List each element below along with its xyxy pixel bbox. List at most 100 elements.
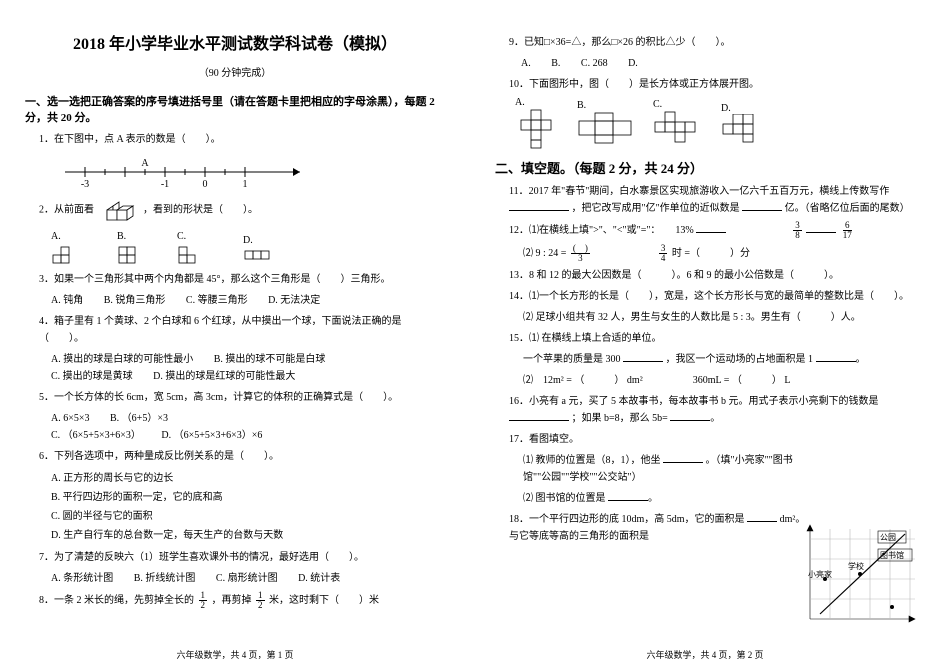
q2-solid-figure bbox=[101, 196, 141, 224]
frac-3-4: 34 bbox=[659, 244, 668, 263]
q4-opt-d: D. 摸出的球是红球的可能性最大 bbox=[153, 371, 295, 382]
question-14: 14．⑴一个长方形的长是（ ），宽是，这个长方形长与宽的最简单的整数比是（ ）。 bbox=[509, 288, 915, 305]
blank bbox=[670, 411, 710, 421]
question-11: 11．2017 年"春节"期间，白水寨景区实现旅游收入一亿六千五百万元，横线上传… bbox=[509, 183, 915, 217]
exam-subtitle: （90 分钟完成） bbox=[25, 64, 445, 79]
q7-opt-a: A. 条形统计图 bbox=[51, 573, 113, 584]
q2-options: A. B. C. D. bbox=[51, 228, 445, 267]
q7-opt-c: C. 扇形统计图 bbox=[216, 573, 278, 584]
frac-1-2b: 12 bbox=[256, 591, 265, 610]
q10-net-b: B. bbox=[577, 100, 635, 147]
question-17c: ⑵ 图书馆的位置是 。 bbox=[523, 490, 915, 507]
question-5: 5．一个长方体的长 6cm，宽 5cm，高 3cm，计算它的体积的正确算式是（ … bbox=[39, 389, 445, 406]
q2-text-a: 2．从前面看 bbox=[39, 204, 94, 215]
q5-options: A. 6×5×3 B. （6+5）×3 C. （6×5+5×3+6×3） D. … bbox=[51, 410, 445, 444]
q3-options: A. 钝角 B. 锐角三角形 C. 等腰三角形 D. 无法决定 bbox=[51, 292, 445, 309]
q3-opt-a: A. 钝角 bbox=[51, 295, 83, 306]
q9-opt-b: B. bbox=[551, 58, 560, 69]
svg-text:小亮家: 小亮家 bbox=[808, 569, 832, 579]
blank bbox=[663, 453, 703, 463]
blank bbox=[806, 223, 836, 233]
q7-opt-d: D. 统计表 bbox=[298, 573, 340, 584]
question-15c: ⑵ 12m² = （ ） dm² 360mL = （ ） L bbox=[523, 372, 915, 389]
svg-text:A: A bbox=[141, 158, 149, 169]
q3-opt-b: B. 锐角三角形 bbox=[104, 295, 166, 306]
question-9: 9．已知□×36=△，那么□×26 的积比△少（ ）。 bbox=[509, 34, 915, 51]
q7-opt-b: B. 折线统计图 bbox=[134, 573, 196, 584]
svg-text:-3: -3 bbox=[81, 179, 89, 190]
frac-blank-3: ( )3 bbox=[571, 244, 590, 263]
section-2-heading: 二、填空题。（每题 2 分，共 24 分） bbox=[495, 158, 915, 177]
q3-opt-c: C. 等腰三角形 bbox=[186, 295, 248, 306]
blank bbox=[747, 512, 777, 522]
q9-options: A. B. C. 268 D. bbox=[521, 55, 915, 72]
q6-opt-a: A. 正方形的周长与它的边长 bbox=[51, 469, 445, 488]
q9-opt-a: A. bbox=[521, 58, 531, 69]
page-1: 2018 年小学毕业水平测试数学科试卷（模拟） （90 分钟完成） 一、选一选把… bbox=[0, 0, 470, 669]
blank bbox=[509, 411, 569, 421]
frac-1-2: 12 bbox=[199, 591, 208, 610]
question-14b: ⑵ 足球小组共有 32 人，男生与女生的人数比是 5 : 3。男生有（ ）人。 bbox=[523, 309, 915, 326]
footer-page-2: 六年级数学，共 4 页，第 2 页 bbox=[470, 648, 940, 661]
exam-page: 2018 年小学毕业水平测试数学科试卷（模拟） （90 分钟完成） 一、选一选把… bbox=[0, 0, 945, 669]
question-2: 2．从前面看 ，看到的形状是（ ）。 bbox=[39, 196, 445, 224]
svg-text:图书馆: 图书馆 bbox=[880, 550, 904, 560]
q10-net-a: A. bbox=[515, 97, 559, 150]
q8-a: 8．一条 2 米长的绳，先剪掉全长的 bbox=[39, 595, 194, 606]
question-16: 16．小亮有 a 元，买了 5 本故事书，每本故事书 b 元。用式子表示小亮剩下… bbox=[509, 393, 915, 427]
question-10: 10．下面图形中，图（ ）是长方体或正方体展开图。 bbox=[509, 76, 915, 93]
blank bbox=[742, 201, 782, 211]
q4-opt-a: A. 摸出的球是白球的可能性最小 bbox=[51, 354, 193, 365]
svg-text:-1: -1 bbox=[161, 179, 169, 190]
blank bbox=[608, 491, 648, 501]
q2-text-b: ，看到的形状是（ ）。 bbox=[143, 204, 258, 215]
question-13: 13．8 和 12 的最大公因数是（ ）。6 和 9 的最小公倍数是（ ）。 bbox=[509, 267, 915, 284]
exam-title: 2018 年小学毕业水平测试数学科试卷（模拟） bbox=[25, 30, 445, 54]
question-15a: 一个苹果的质量是 300 ，我区一个运动场的占地面积是 1 。 bbox=[523, 351, 915, 368]
question-6: 6．下列各选项中，两种量成反比例关系的是（ ）。 bbox=[39, 448, 445, 465]
blank bbox=[696, 223, 726, 233]
svg-text:公园: 公园 bbox=[880, 533, 896, 542]
svg-text:学校: 学校 bbox=[848, 561, 864, 571]
q5-opt-a: A. 6×5×3 bbox=[51, 413, 90, 424]
q4-opt-c: C. 摸出的球是黄球 bbox=[51, 371, 133, 382]
question-4: 4．箱子里有 1 个黄球、2 个白球和 6 个红球，从中摸出一个球，下面说法正确… bbox=[39, 313, 445, 347]
footer-page-1: 六年级数学，共 4 页，第 1 页 bbox=[0, 648, 470, 661]
q5-opt-b: B. （6+5）×3 bbox=[110, 413, 168, 424]
question-17a: ⑴ 教师的位置是（8，1），他坐 。（填"小亮家""图书馆""公园""学校""公… bbox=[523, 452, 793, 486]
question-7: 7．为了清楚的反映六（1）班学生喜欢课外书的情况，最好选用（ ）。 bbox=[39, 549, 445, 566]
q2-opt-d: D. bbox=[243, 232, 273, 263]
q4-opt-b: B. 摸出的球不可能是白球 bbox=[214, 354, 326, 365]
question-3: 3．如果一个三角形其中两个内角都是 45°，那么这个三角形是（ ）三角形。 bbox=[39, 271, 445, 288]
q8-b: ，再剪掉 bbox=[212, 595, 252, 606]
question-17: 17．看图填空。 bbox=[509, 431, 915, 448]
blank bbox=[816, 352, 856, 362]
question-12b: ⑵ 9 : 24 = ( )3 34 时 =（ ）分 bbox=[523, 244, 915, 263]
question-12: 12．⑴在横线上填">"、"<"或"="： 13% 38 617 bbox=[509, 221, 915, 240]
q6-opt-b: B. 平行四边形的面积一定，它的底和高 bbox=[51, 488, 445, 507]
q5-opt-c: C. （6×5+5×3+6×3） bbox=[51, 430, 141, 441]
q3-opt-d: D. 无法决定 bbox=[268, 295, 320, 306]
number-line-figure: -3 A -1 0 1 bbox=[55, 154, 445, 190]
q6-opt-c: C. 圆的半径与它的面积 bbox=[51, 507, 445, 526]
q6-options: A. 正方形的周长与它的边长 B. 平行四边形的面积一定，它的底和高 C. 圆的… bbox=[51, 469, 445, 545]
q10-nets: A. B. C. bbox=[515, 97, 915, 150]
q9-opt-d: D. bbox=[628, 58, 638, 69]
page-2: 9．已知□×36=△，那么□×26 的积比△少（ ）。 A. B. C. 268… bbox=[470, 0, 940, 669]
q7-options: A. 条形统计图 B. 折线统计图 C. 扇形统计图 D. 统计表 bbox=[51, 570, 445, 587]
q2-opt-b: B. bbox=[117, 228, 139, 267]
question-18: 18．一个平行四边形的底 10dm，高 5dm，它的面积是 dm²。与它等底等高… bbox=[509, 511, 809, 545]
q17-map-figure: 小亮家 公园 图书馆 学校 bbox=[800, 519, 920, 629]
svg-text:0: 0 bbox=[203, 179, 208, 190]
frac-6-17: 617 bbox=[841, 221, 854, 240]
q5-opt-d: D. （6×5+5×3+6×3）×6 bbox=[161, 430, 262, 441]
question-1: 1．在下图中，点 A 表示的数是（ ）。 bbox=[39, 131, 445, 148]
q8-c: 米，这时剩下（ ）米 bbox=[269, 595, 379, 606]
svg-text:1: 1 bbox=[243, 179, 248, 190]
q2-opt-c: C. bbox=[177, 228, 205, 267]
q6-opt-d: D. 生产自行车的总台数一定，每天生产的台数与天数 bbox=[51, 526, 445, 545]
q10-net-c: C. bbox=[653, 99, 703, 148]
blank bbox=[623, 352, 663, 362]
q2-opt-a: A. bbox=[51, 228, 79, 267]
q9-opt-c: C. 268 bbox=[581, 58, 608, 69]
